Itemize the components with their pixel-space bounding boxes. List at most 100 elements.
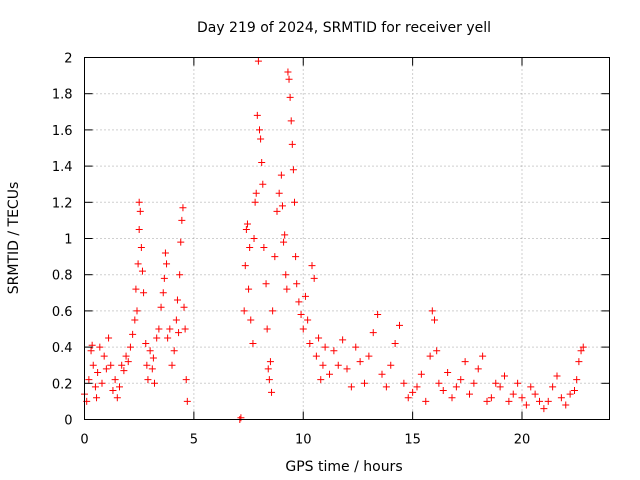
data-point [177, 238, 185, 246]
data-point [285, 75, 293, 83]
data-point [557, 394, 565, 402]
data-point [518, 394, 526, 402]
data-point [319, 361, 327, 369]
data-point [252, 189, 260, 197]
data-point [256, 126, 263, 134]
data-point [157, 303, 165, 311]
data-point [347, 383, 355, 391]
data-point [136, 207, 144, 215]
data-point [91, 383, 99, 391]
x-axis-label: GPS time / hours [285, 459, 402, 475]
data-point [396, 321, 403, 329]
data-point [284, 68, 292, 76]
data-point [496, 383, 504, 391]
data-point [404, 394, 412, 402]
y-tick-label: 2 [64, 52, 72, 67]
data-point [439, 387, 447, 395]
data-point [483, 397, 491, 405]
data-point [242, 225, 250, 233]
data-point [138, 267, 146, 275]
data-point [134, 260, 142, 268]
data-point [361, 379, 368, 387]
data-point [428, 307, 436, 315]
data-point [448, 394, 456, 402]
data-point [89, 361, 97, 369]
data-point [369, 329, 377, 337]
data-point [151, 379, 158, 387]
data-point [178, 216, 186, 224]
data-point [271, 253, 279, 261]
data-point [444, 368, 452, 376]
data-point [102, 365, 110, 373]
y-tick-label: 1.2 [52, 196, 73, 211]
data-point [501, 372, 508, 380]
data-point [246, 244, 254, 252]
data-point [277, 171, 285, 179]
data-point [240, 307, 248, 315]
data-point [96, 343, 104, 351]
data-point [133, 307, 141, 315]
data-point [161, 249, 169, 257]
data-point [304, 316, 312, 324]
data-point [149, 354, 157, 362]
data-point [269, 307, 277, 315]
data-point [176, 271, 184, 279]
data-point [487, 394, 495, 402]
data-point [135, 225, 143, 233]
data-point [126, 343, 134, 351]
data-point [417, 370, 425, 378]
data-point [435, 379, 443, 387]
data-point [281, 231, 289, 239]
data-point [166, 325, 174, 333]
data-point [247, 316, 255, 324]
data-point [299, 325, 307, 333]
data-point [275, 189, 283, 197]
data-point [312, 352, 320, 360]
data-point [571, 387, 578, 395]
data-point [452, 383, 460, 391]
data-point [148, 365, 156, 373]
data-point [326, 370, 333, 378]
data-point [100, 352, 108, 360]
data-point [107, 361, 115, 369]
data-point [522, 401, 530, 409]
data-point [164, 334, 172, 342]
data-point [382, 383, 390, 391]
data-point [321, 343, 329, 351]
data-point [352, 343, 360, 351]
data-point [374, 311, 382, 319]
data-point [527, 383, 535, 391]
data-point [286, 93, 294, 101]
data-point [531, 390, 539, 398]
data-point [87, 347, 95, 355]
data-point [85, 376, 93, 384]
data-point [109, 387, 117, 395]
data-point [262, 280, 270, 288]
data-point [181, 325, 189, 333]
data-point [245, 285, 253, 293]
data-point [266, 358, 274, 366]
data-point [426, 352, 434, 360]
data-point [288, 140, 296, 148]
data-point [466, 390, 473, 398]
x-tick-label: 15 [404, 433, 421, 448]
data-point [575, 358, 583, 366]
data-point [391, 339, 399, 347]
data-point [237, 414, 245, 422]
data-point [182, 376, 190, 384]
data-point [183, 397, 191, 405]
y-tick-label: 1.4 [52, 160, 73, 175]
data-point [409, 388, 417, 396]
data-point [179, 204, 187, 212]
data-point [163, 260, 171, 268]
data-point [514, 379, 522, 387]
data-point [175, 329, 183, 337]
data-point [105, 334, 113, 342]
data-point [308, 262, 316, 270]
data-point [264, 365, 272, 373]
data-point [253, 111, 261, 119]
data-point [249, 339, 257, 347]
x-tick-label: 20 [514, 433, 531, 448]
